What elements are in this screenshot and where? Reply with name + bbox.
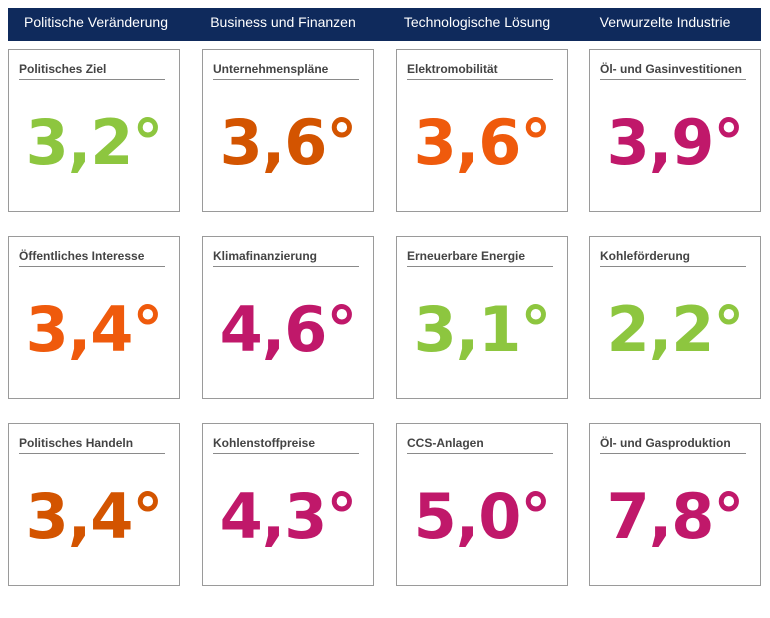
- scenario-card: Kohlenstoffpreise 4,3°: [202, 423, 374, 586]
- temperature-value: 2,2°: [606, 293, 745, 366]
- scenario-card: Politisches Handeln 3,4°: [8, 423, 180, 586]
- card-title: Erneuerbare Energie: [407, 249, 553, 267]
- card-title: Klimafinanzierung: [213, 249, 359, 267]
- column-header-2: Technologische Lösung: [403, 14, 551, 30]
- card-title: Öffentliches Interesse: [19, 249, 165, 267]
- column-header-3: Verwurzelte Industrie: [599, 14, 731, 30]
- scenario-card: Öl- und Gasinvestitionen 3,9°: [589, 49, 761, 212]
- temperature-value: 3,6°: [413, 106, 552, 179]
- card-title: CCS-Anlagen: [407, 436, 553, 454]
- card-title: Politisches Handeln: [19, 436, 165, 454]
- column-header-bar: [8, 8, 761, 41]
- temperature-value: 3,2°: [25, 106, 164, 179]
- scenario-card: Öl- und Gasproduktion 7,8°: [589, 423, 761, 586]
- card-title: Öl- und Gasinvestitionen: [600, 62, 746, 80]
- scenario-card: CCS-Anlagen 5,0°: [396, 423, 568, 586]
- column-header-1: Business und Finanzen: [210, 14, 356, 30]
- column-header-0: Politische Veränderung: [24, 14, 168, 30]
- card-title: Politisches Ziel: [19, 62, 165, 80]
- temperature-value: 3,6°: [219, 106, 358, 179]
- temperature-value: 7,8°: [606, 480, 745, 553]
- scenario-card: Kohleförderung 2,2°: [589, 236, 761, 399]
- temperature-value: 4,3°: [219, 480, 358, 553]
- scenario-card: Erneuerbare Energie 3,1°: [396, 236, 568, 399]
- temperature-value: 3,1°: [413, 293, 552, 366]
- temperature-value: 3,4°: [25, 293, 164, 366]
- scenario-card: Unternehmenspläne 3,6°: [202, 49, 374, 212]
- card-title: Unternehmenspläne: [213, 62, 359, 80]
- temperature-value: 4,6°: [219, 293, 358, 366]
- temperature-value: 3,4°: [25, 480, 164, 553]
- card-title: Elektromobilität: [407, 62, 553, 80]
- card-title: Öl- und Gasproduktion: [600, 436, 746, 454]
- scenario-card: Klimafinanzierung 4,6°: [202, 236, 374, 399]
- scenario-card: Öffentliches Interesse 3,4°: [8, 236, 180, 399]
- card-title: Kohlenstoffpreise: [213, 436, 359, 454]
- scenario-card: Politisches Ziel 3,2°: [8, 49, 180, 212]
- card-title: Kohleförderung: [600, 249, 746, 267]
- scenario-card: Elektromobilität 3,6°: [396, 49, 568, 212]
- temperature-value: 3,9°: [606, 106, 745, 179]
- temperature-value: 5,0°: [413, 480, 552, 553]
